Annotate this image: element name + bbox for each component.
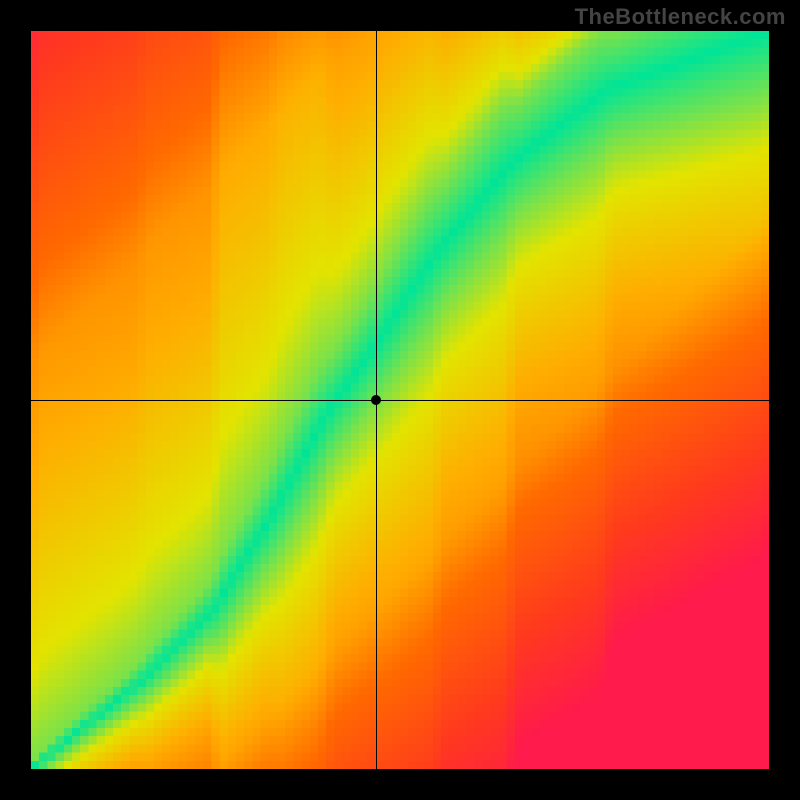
chart-container: { "watermark": { "text": "TheBottleneck.… [0, 0, 800, 800]
crosshair-horizontal [31, 400, 769, 401]
watermark-text: TheBottleneck.com [575, 4, 786, 30]
